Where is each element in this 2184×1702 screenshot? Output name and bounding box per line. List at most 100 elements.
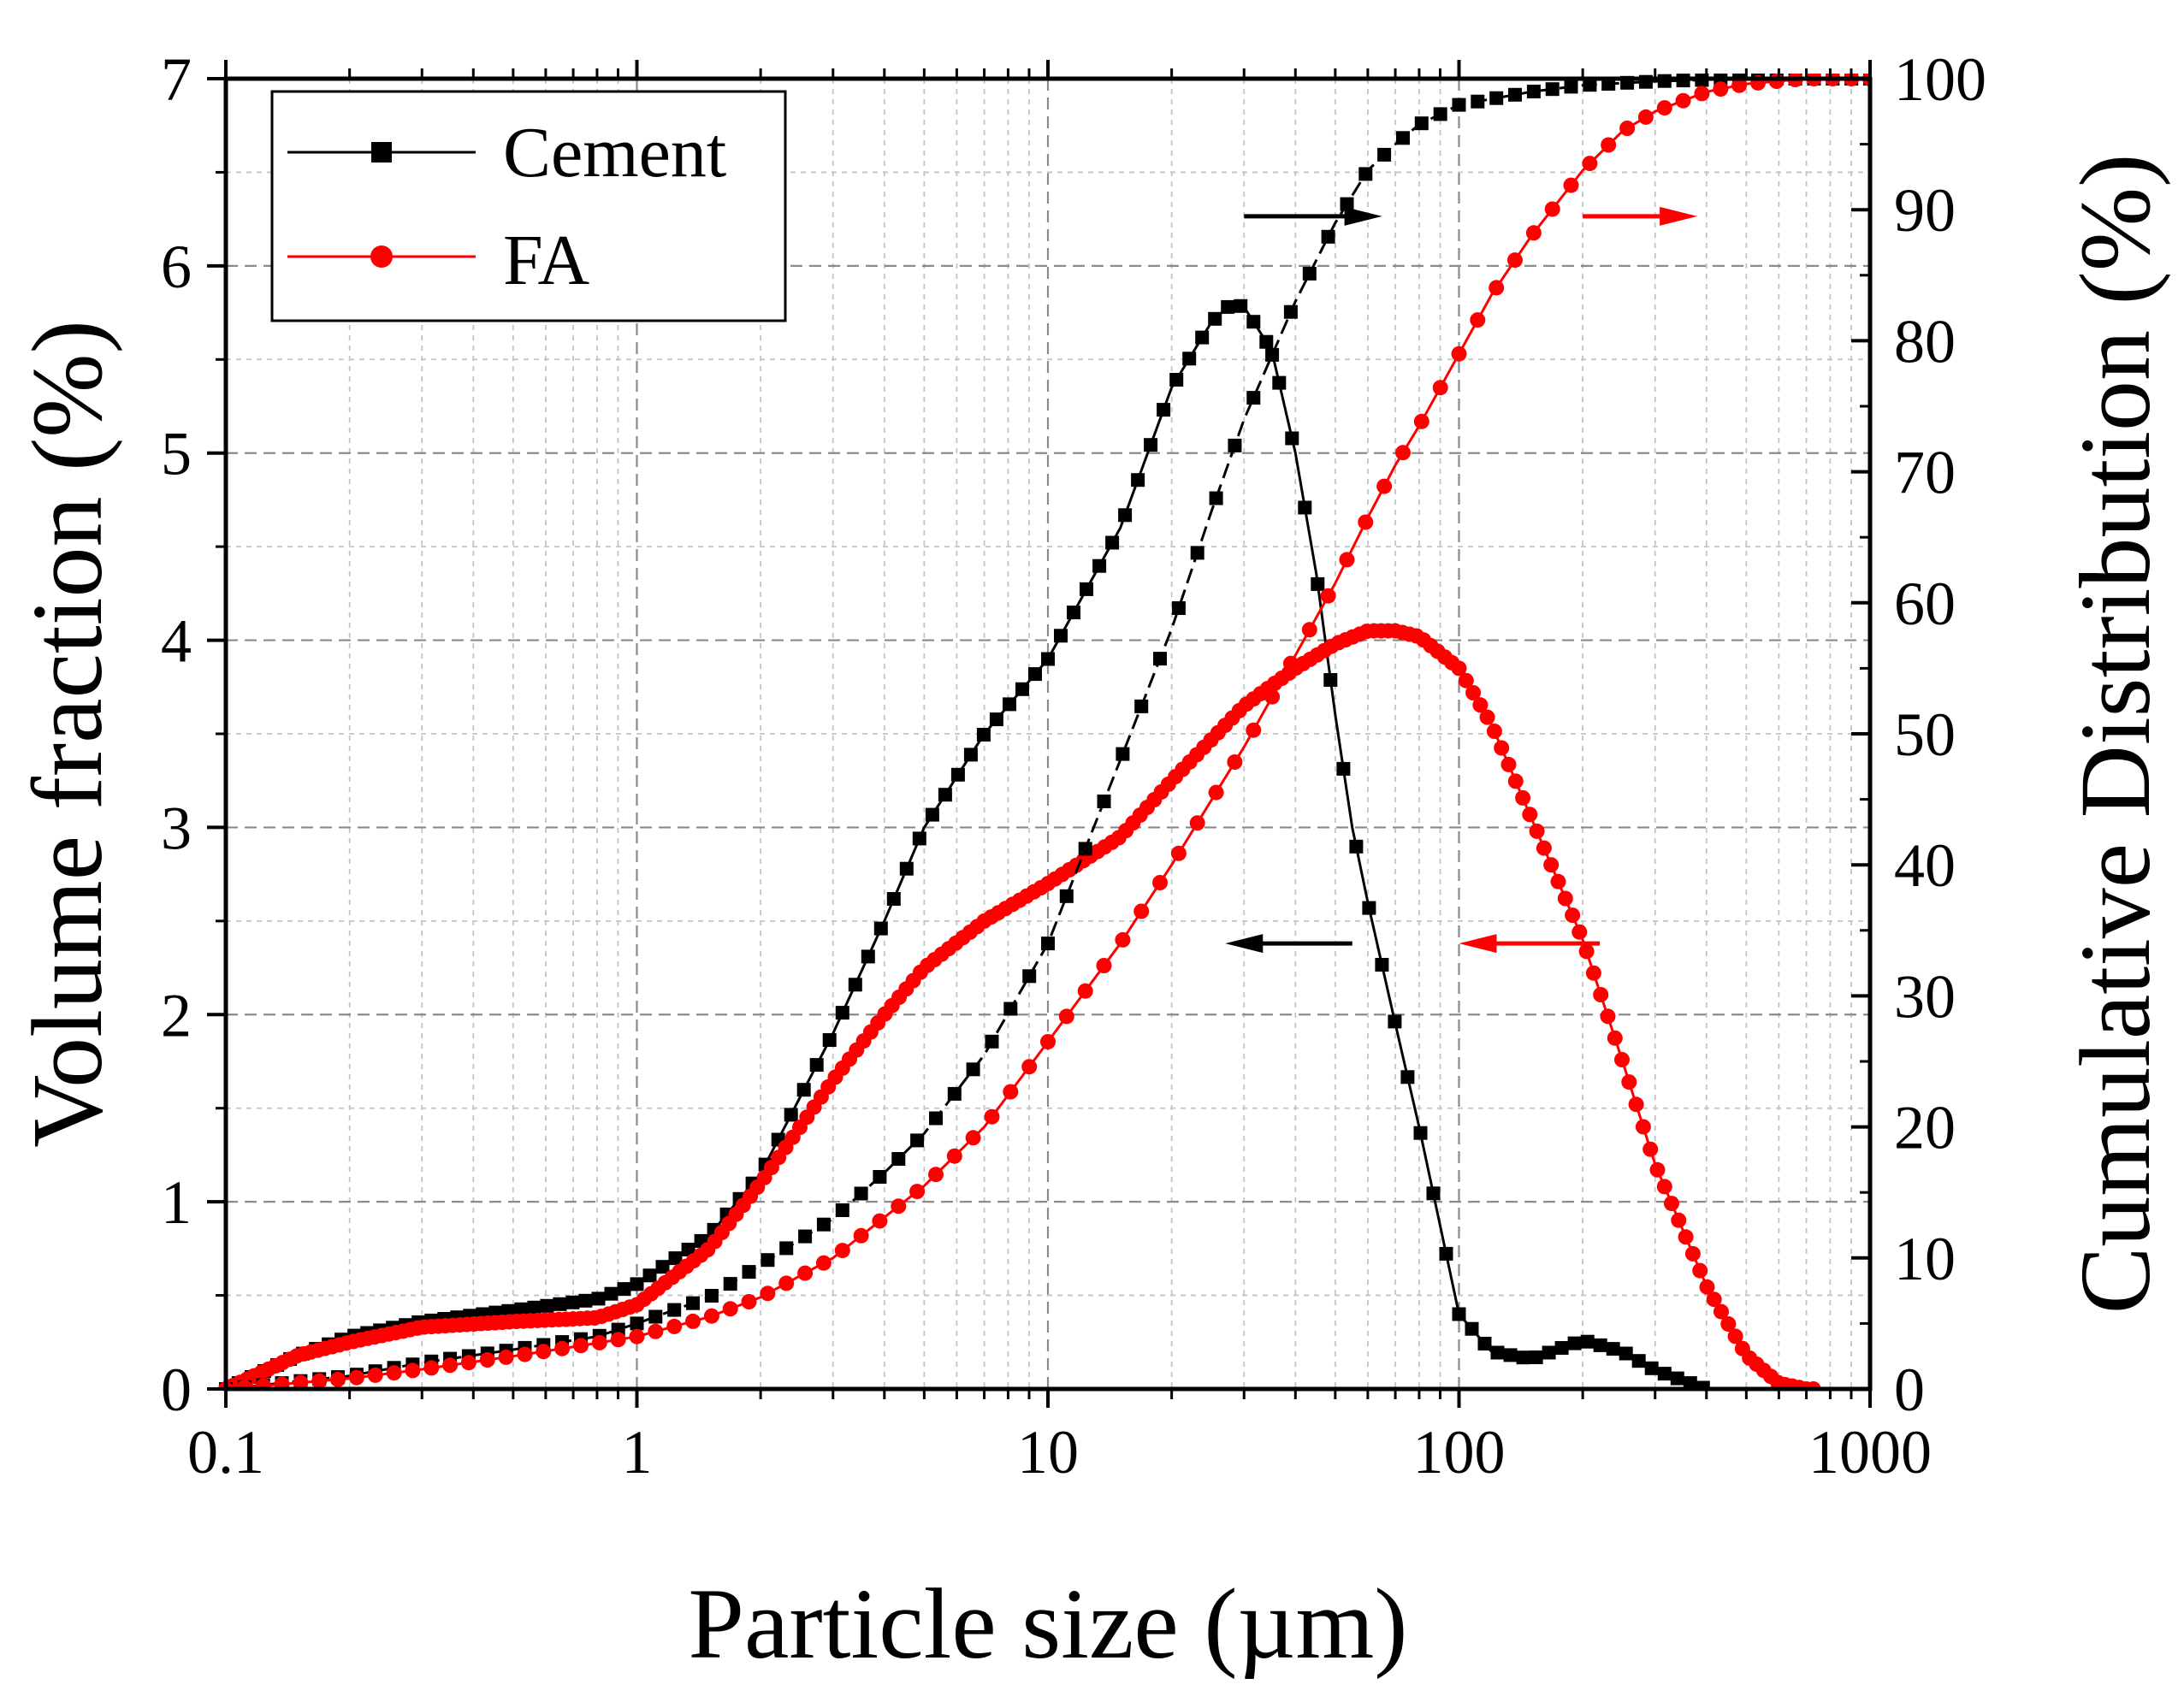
marker-fa-cumulative (554, 1340, 571, 1356)
marker-fa-cumulative (1339, 552, 1355, 568)
marker-fa-cumulative (479, 1352, 495, 1368)
marker-cement-volume-fraction (1272, 375, 1287, 390)
marker-cement-volume-fraction (848, 978, 862, 992)
marker-cement-cumulative (1321, 229, 1335, 244)
marker-fa-cumulative (1731, 77, 1748, 93)
marker-fa-cumulative (348, 1369, 364, 1386)
marker-cement-cumulative (854, 1186, 868, 1201)
marker-fa-volume-fraction (1684, 1245, 1701, 1262)
marker-fa-cumulative (797, 1265, 814, 1281)
marker-fa-volume-fraction (1550, 873, 1566, 889)
marker-cement-volume-fraction (1465, 1321, 1479, 1336)
marker-cement-cumulative (1414, 116, 1429, 131)
arrow-left-fa-head (1459, 934, 1497, 954)
legend: Cement FA (270, 90, 787, 322)
marker-fa-cumulative (1489, 280, 1505, 296)
marker-fa-volume-fraction (1486, 724, 1502, 739)
arrow-right-cement (1244, 206, 1382, 226)
marker-fa-volume-fraction (1507, 773, 1524, 789)
marker-fa-volume-fraction (1706, 1291, 1722, 1308)
marker-cement-cumulative (1153, 652, 1167, 666)
y-left-tick-label: 5 (161, 420, 192, 488)
marker-cement-volume-fraction (1195, 330, 1210, 345)
marker-cement-cumulative (1377, 147, 1392, 162)
marker-fa-volume-fraction (1671, 1212, 1687, 1228)
marker-cement-volume-fraction (1439, 1246, 1453, 1261)
marker-cement-cumulative (1022, 969, 1037, 984)
marker-fa-cumulative (984, 1108, 1000, 1125)
marker-fa-cumulative (1582, 156, 1598, 172)
marker-fa-cumulative (330, 1371, 346, 1387)
legend-cement-label: Cement (503, 113, 726, 192)
marker-cement-cumulative (1097, 795, 1111, 808)
marker-fa-cumulative (460, 1355, 476, 1371)
y-left-tick-label: 7 (161, 45, 192, 114)
marker-cement-volume-fraction (1400, 1070, 1415, 1084)
marker-fa-cumulative (1470, 312, 1486, 328)
marker-cement-volume-fraction (1131, 473, 1145, 488)
marker-cement-cumulative (1302, 266, 1317, 281)
marker-cement-volume-fraction (553, 1297, 567, 1311)
marker-fa-cumulative (928, 1167, 944, 1183)
marker-cement-cumulative (1171, 601, 1186, 615)
marker-fa-volume-fraction (1649, 1161, 1666, 1178)
marker-cement-volume-fraction (655, 1260, 670, 1274)
marker-fa-cumulative (1170, 845, 1187, 861)
marker-cement-volume-fraction (1567, 1336, 1582, 1350)
marker-fa-cumulative (423, 1360, 440, 1376)
marker-cement-volume-fraction (1336, 761, 1351, 776)
marker-fa-volume-fraction (1614, 1052, 1630, 1067)
marker-fa-cumulative (1077, 983, 1093, 999)
marker-cement-volume-fraction (630, 1277, 644, 1291)
y-right-axis-title: Cumulative Distribution (%) (2059, 154, 2171, 1315)
marker-cement-volume-fraction (514, 1302, 529, 1316)
marker-fa-cumulative (1282, 655, 1299, 671)
y-right-tick-label: 90 (1894, 176, 1956, 245)
marker-fa-volume-fraction (1465, 685, 1482, 700)
marker-cement-volume-fraction (1105, 535, 1120, 550)
marker-cement-cumulative (985, 1034, 999, 1049)
legend-fa-marker (370, 245, 393, 268)
marker-fa-cumulative (1768, 74, 1784, 89)
marker-cement-volume-fraction (501, 1303, 516, 1318)
marker-fa-volume-fraction (1628, 1096, 1644, 1113)
y-right-tick-label: 30 (1894, 962, 1956, 1031)
marker-cement-cumulative (1078, 842, 1092, 856)
marker-cement-volume-fraction (681, 1243, 695, 1256)
marker-cement-cumulative (1526, 85, 1541, 98)
marker-cement-volume-fraction (1529, 1350, 1543, 1364)
legend-box (270, 90, 787, 322)
marker-cement-volume-fraction (1426, 1186, 1441, 1201)
marker-fa-cumulative (629, 1328, 645, 1344)
marker-cement-volume-fraction (1362, 901, 1376, 915)
marker-fa-volume-fraction (1642, 1141, 1659, 1157)
marker-cement-volume-fraction (1696, 1380, 1710, 1389)
marker-cement-cumulative (1583, 78, 1597, 92)
y-left-tick-label: 1 (161, 1168, 192, 1237)
marker-cement-cumulative (704, 1289, 719, 1303)
marker-fa-cumulative (1413, 413, 1429, 429)
marker-cement-cumulative (723, 1277, 737, 1291)
marker-fa-cumulative (293, 1374, 309, 1389)
marker-fa-cumulative (834, 1243, 850, 1259)
axes: 0.1 1 10 100 1000012345670102030405060708090… (161, 45, 1986, 1486)
marker-cement-cumulative (873, 1170, 887, 1184)
marker-fa-volume-fraction (1494, 740, 1510, 756)
marker-cement-cumulative (1433, 107, 1447, 121)
marker-cement-cumulative (686, 1296, 700, 1310)
marker-fa-cumulative (703, 1308, 719, 1324)
y-right-tick-label: 60 (1894, 570, 1956, 638)
marker-fa-volume-fraction (1565, 907, 1581, 924)
marker-fa-volume-fraction (1720, 1316, 1737, 1332)
marker-fa-cumulative (1152, 875, 1168, 890)
marker-fa-volume-fraction (1479, 709, 1495, 725)
marker-fa-cumulative (1133, 903, 1150, 919)
marker-cement-volume-fraction (527, 1300, 542, 1315)
y-right-tick-label: 80 (1894, 307, 1956, 375)
marker-cement-volume-fraction (1670, 1371, 1684, 1386)
marker-cement-volume-fraction (1221, 299, 1235, 314)
marker-fa-cumulative (1264, 688, 1281, 705)
marker-cement-volume-fraction (1311, 576, 1325, 591)
marker-fa-volume-fraction (1692, 1262, 1708, 1279)
marker-fa-cumulative (255, 1378, 271, 1389)
